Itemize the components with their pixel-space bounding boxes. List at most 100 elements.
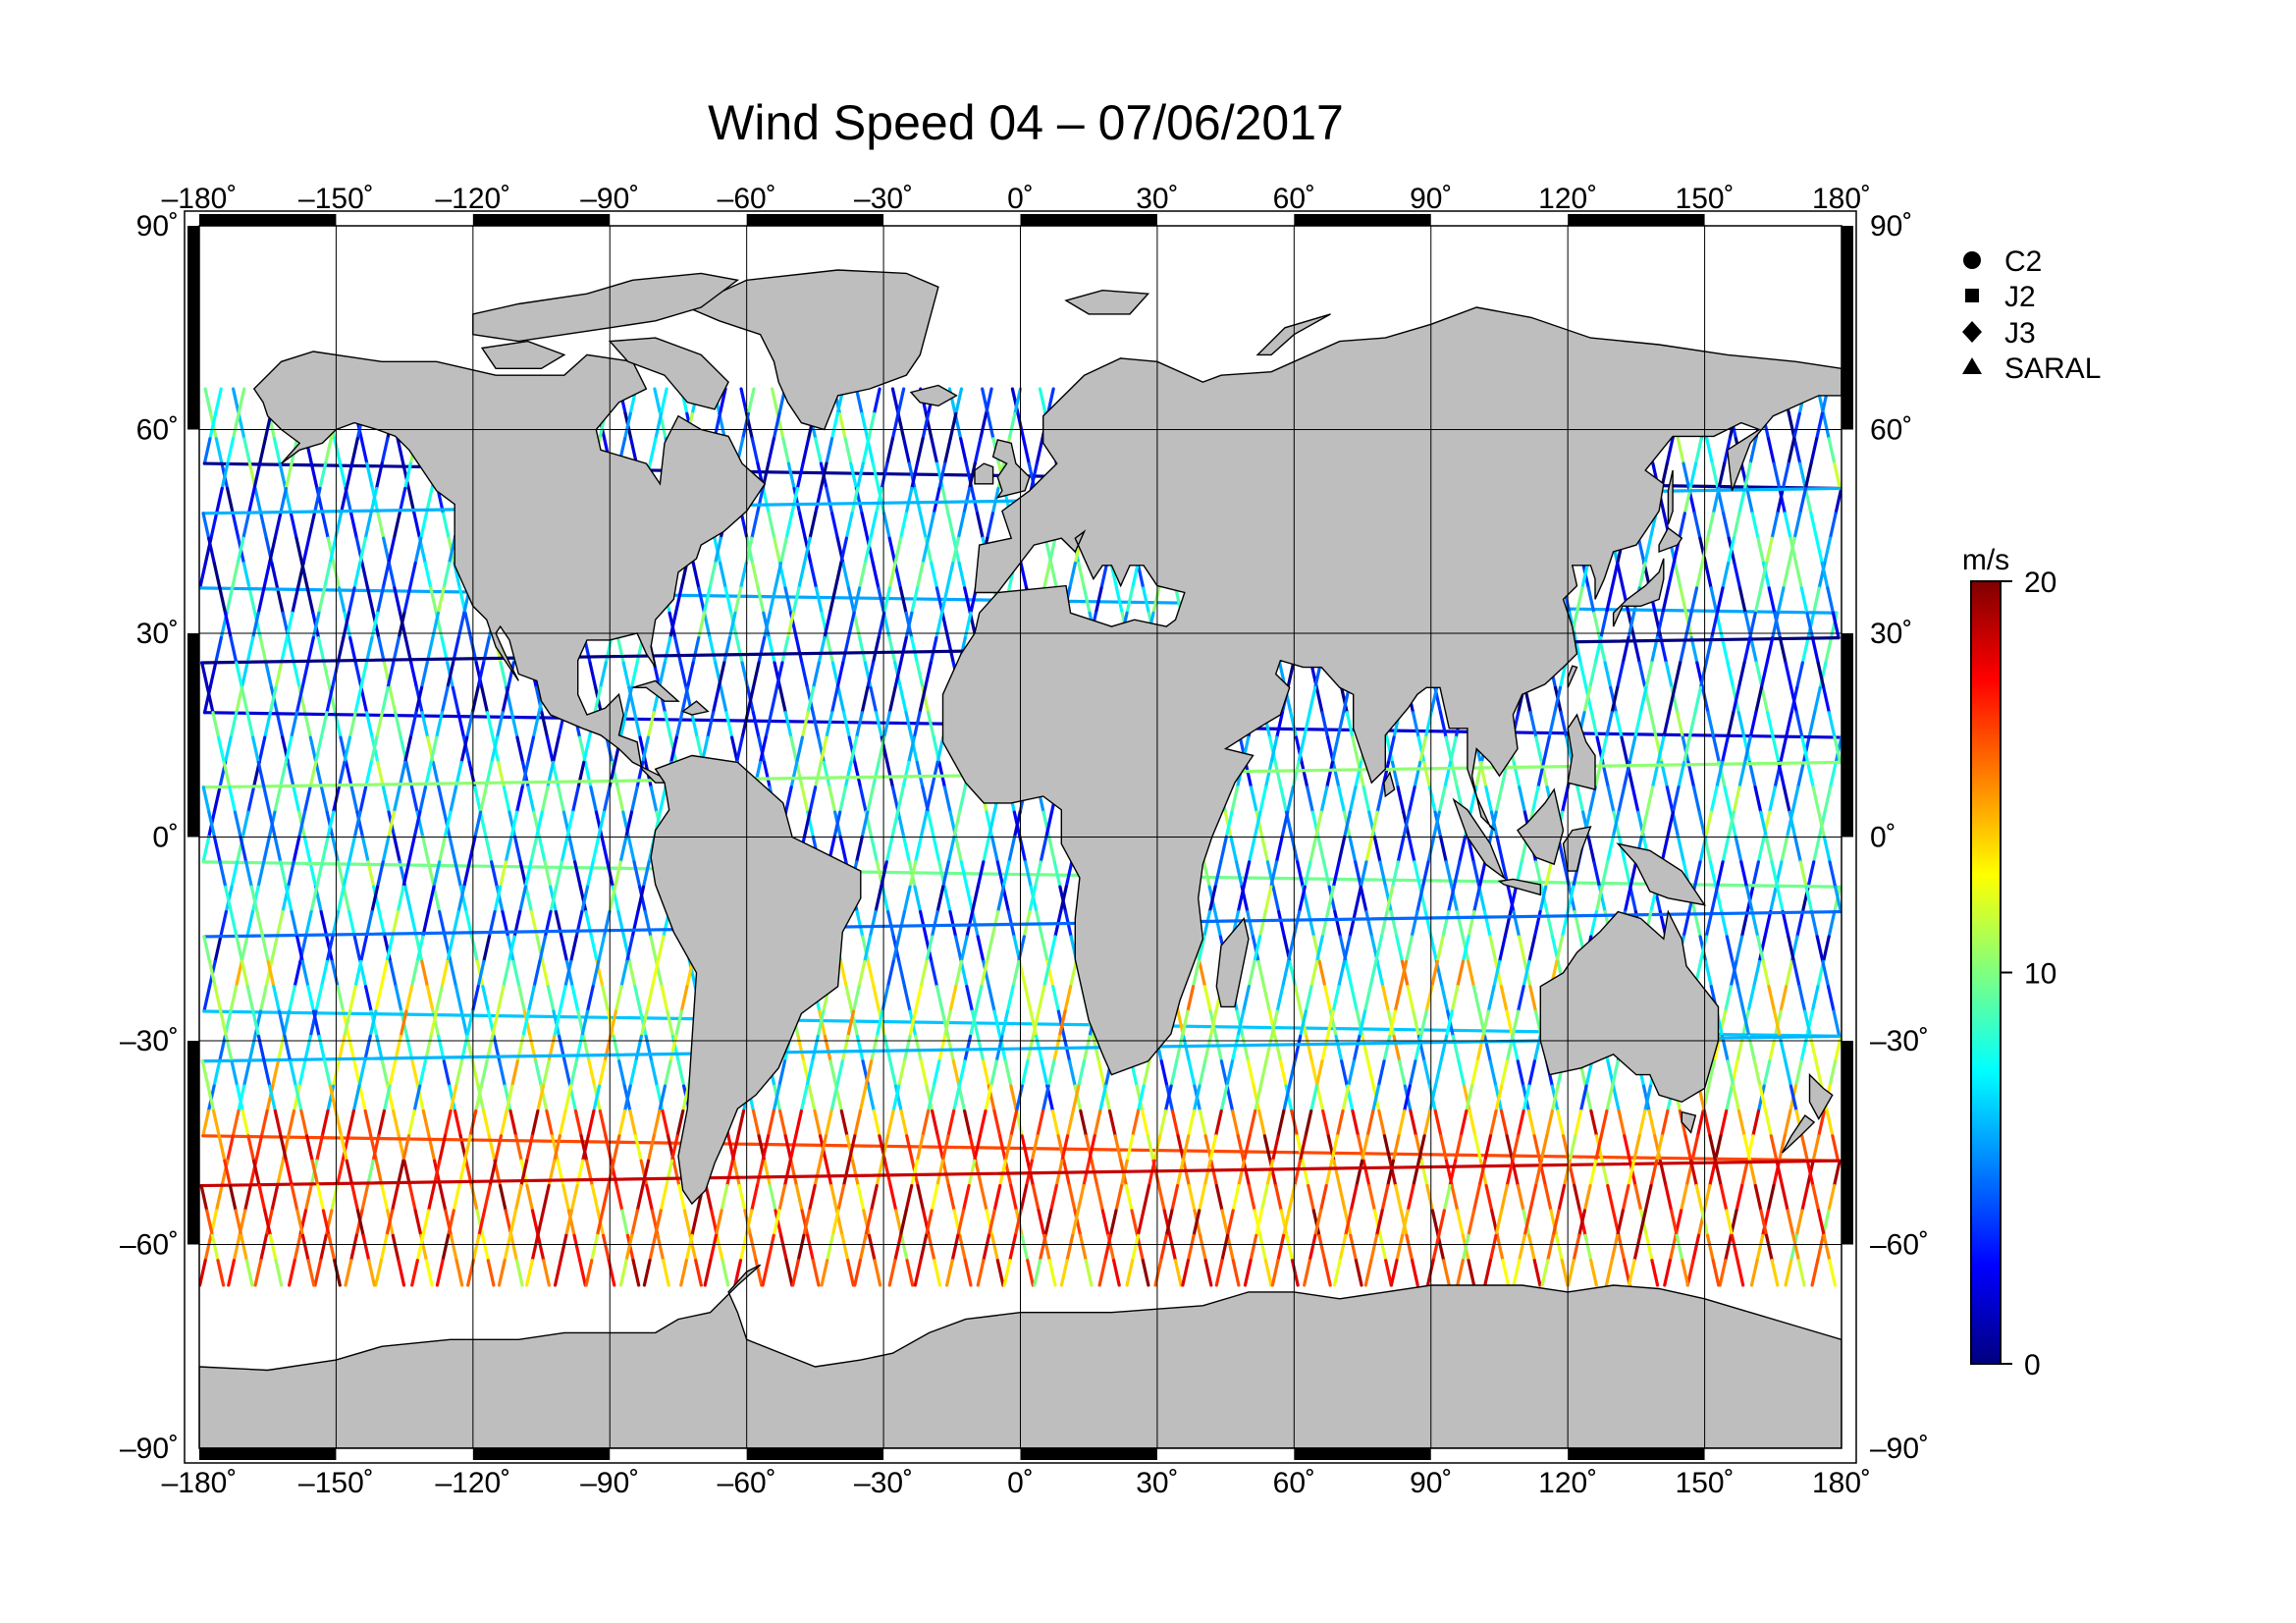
track-segment bbox=[751, 1109, 761, 1138]
track-segment bbox=[471, 1233, 481, 1263]
track-segment bbox=[870, 1183, 879, 1213]
track-segment bbox=[1687, 711, 1697, 739]
track-segment bbox=[685, 661, 695, 689]
track-segment bbox=[1040, 935, 1049, 963]
track-segment bbox=[363, 512, 373, 540]
track-segment bbox=[339, 486, 348, 515]
track-segment bbox=[1481, 1009, 1490, 1038]
track-segment bbox=[1731, 959, 1740, 989]
track-segment bbox=[1003, 1134, 1013, 1163]
track-segment bbox=[1163, 1084, 1173, 1113]
map-graticule bbox=[199, 226, 1842, 1448]
track-segment bbox=[347, 586, 356, 615]
track-segment bbox=[1574, 1109, 1583, 1138]
track-segment bbox=[1688, 461, 1698, 491]
track-segment bbox=[289, 512, 298, 540]
track-segment bbox=[1544, 860, 1553, 889]
track-segment bbox=[1772, 461, 1782, 491]
track-segment bbox=[982, 835, 991, 864]
track-segment bbox=[449, 785, 458, 814]
track-segment bbox=[1717, 461, 1727, 491]
track-segment bbox=[829, 1183, 839, 1213]
track-segment bbox=[1691, 1233, 1701, 1263]
track-segment bbox=[1668, 1233, 1678, 1263]
track-segment bbox=[1136, 1084, 1146, 1113]
track-segment bbox=[1715, 760, 1725, 789]
track-segment bbox=[987, 810, 996, 839]
track-segment bbox=[1340, 685, 1349, 715]
frame-bar-bottom bbox=[472, 1448, 611, 1460]
track-segment bbox=[1293, 1159, 1303, 1188]
track-segment bbox=[1471, 985, 1481, 1013]
track-segment bbox=[1827, 909, 1837, 939]
track-segment bbox=[1759, 1209, 1769, 1237]
track-segment bbox=[1721, 561, 1731, 590]
track-segment bbox=[270, 561, 280, 590]
track-segment bbox=[1780, 835, 1789, 864]
track-segment bbox=[1131, 561, 1140, 590]
track-segment bbox=[1759, 810, 1768, 839]
track-segment bbox=[1247, 1183, 1256, 1213]
track-segment bbox=[1057, 1009, 1067, 1038]
track-segment bbox=[887, 536, 897, 566]
track-segment bbox=[925, 935, 934, 963]
track-segment bbox=[1256, 959, 1266, 989]
track-segment bbox=[565, 810, 575, 839]
track-segment bbox=[1623, 885, 1632, 914]
track-segment bbox=[1000, 1009, 1010, 1038]
track-segment bbox=[1794, 711, 1804, 739]
track-segment bbox=[1639, 810, 1649, 839]
track-segment bbox=[661, 1109, 670, 1138]
track-segment bbox=[1509, 885, 1519, 914]
track-segment bbox=[887, 1259, 897, 1287]
track-segment bbox=[353, 685, 363, 715]
track-segment bbox=[946, 1109, 956, 1138]
track-segment bbox=[277, 1009, 287, 1038]
track-segment bbox=[406, 835, 416, 864]
track-segment bbox=[357, 1059, 367, 1088]
track-segment bbox=[890, 411, 900, 441]
track-segment bbox=[1775, 1159, 1785, 1188]
track-segment bbox=[1231, 1259, 1241, 1287]
track-segment bbox=[1378, 1233, 1388, 1263]
track-segment bbox=[720, 1183, 729, 1213]
track-segment bbox=[347, 835, 356, 864]
track-segment bbox=[201, 785, 211, 814]
track-segment bbox=[959, 437, 968, 465]
track-segment bbox=[1777, 1134, 1787, 1163]
track-segment bbox=[246, 785, 256, 814]
track-segment bbox=[382, 1084, 392, 1113]
track-segment bbox=[1020, 1134, 1030, 1163]
track-segment bbox=[1125, 1259, 1135, 1287]
track-segment bbox=[910, 586, 920, 615]
track-segment bbox=[885, 437, 894, 465]
land-ireland bbox=[974, 462, 994, 485]
track-segment bbox=[649, 935, 659, 963]
track-segment bbox=[1647, 1109, 1657, 1138]
track-segment bbox=[241, 512, 251, 540]
track-segment bbox=[975, 512, 985, 540]
track-segment bbox=[1781, 461, 1790, 491]
track-segment bbox=[546, 985, 556, 1013]
track-segment bbox=[768, 1183, 777, 1213]
track-segment bbox=[841, 636, 851, 665]
track-segment bbox=[1721, 835, 1731, 864]
track-segment bbox=[212, 561, 222, 590]
track-segment bbox=[799, 1084, 809, 1113]
track-segment bbox=[691, 561, 701, 590]
lon-tick-label: 90˚ bbox=[1410, 183, 1452, 215]
track-segment bbox=[1079, 1233, 1088, 1263]
track-segment bbox=[764, 711, 774, 739]
track-segment bbox=[738, 1233, 748, 1263]
track-segment bbox=[569, 935, 578, 963]
track-segment bbox=[199, 1159, 1841, 1188]
track-segment bbox=[1723, 785, 1733, 814]
lon-tick-label: –120˚ bbox=[435, 1467, 510, 1499]
track-segment bbox=[875, 1009, 884, 1038]
track-segment bbox=[872, 387, 881, 415]
map-border bbox=[198, 225, 1842, 1449]
track-segment bbox=[1833, 461, 1842, 491]
track-segment bbox=[1461, 935, 1470, 963]
track-segment bbox=[1348, 909, 1358, 939]
track-segment bbox=[1816, 661, 1826, 689]
